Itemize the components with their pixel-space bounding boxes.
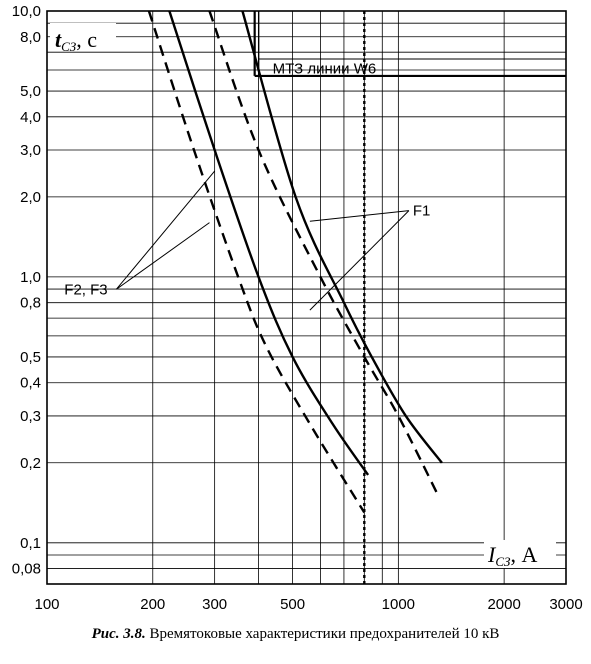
caption-number: Рис. 3.8. — [91, 626, 146, 642]
y-tick-label: 1,0 — [20, 269, 41, 286]
curves — [147, 10, 443, 584]
caption-text: Времятоковые характеристики предохраните… — [145, 626, 500, 642]
x-tick-label: 1000 — [382, 596, 415, 613]
series-solid-curve-3 — [241, 10, 443, 464]
x-tick-label: 3000 — [549, 596, 582, 613]
y-tick-label: 4,0 — [20, 109, 41, 126]
series-dashed-curve-4 — [208, 10, 440, 497]
x-tick-label: 200 — [140, 596, 165, 613]
annotation-leader — [115, 170, 216, 290]
series-dashed-curve-2 — [147, 10, 366, 514]
y-tick-label: 0,2 — [20, 455, 41, 472]
annotation-leader — [309, 210, 410, 311]
x-tick-labels: 100 200 300 500 1000 2000 3000 — [34, 596, 582, 613]
y-tick-labels: 10,0 8,0 5,0 4,0 3,0 2,0 1,0 0,8 0,5 0,4 0,3 0,2 0,1… — [12, 3, 41, 578]
annotation-leader — [309, 210, 409, 222]
y-tick-label: 3,0 — [20, 142, 41, 159]
y-tick-label: 5,0 — [20, 83, 41, 100]
y-tick-label: 0,3 — [20, 408, 41, 425]
x-tick-label: 300 — [202, 596, 227, 613]
y-tick-label: 8,0 — [20, 29, 41, 46]
y-tick-label: 0,08 — [12, 561, 41, 578]
plot-frame — [46, 10, 567, 585]
y-tick-label: 0,8 — [20, 295, 41, 312]
x-tick-label: 2000 — [487, 596, 520, 613]
y-axis-title: tСЗ, с — [55, 27, 97, 54]
series-solid-curve-1 — [168, 10, 370, 476]
annotations: F1 F2, F3 — [64, 170, 431, 311]
axis-titles: tСЗ, с IСЗ, А — [50, 23, 556, 569]
y-tick-label: 2,0 — [20, 189, 41, 206]
y-tick-label: 0,4 — [20, 375, 41, 392]
y-tick-label: 10,0 — [12, 3, 41, 20]
mtz-label: МТЗ линии W6 — [273, 60, 377, 77]
annotation-leader — [116, 222, 210, 290]
y-title-bg — [50, 23, 116, 51]
annotation-label: F1 — [413, 203, 431, 220]
x-tick-label: 500 — [280, 596, 305, 613]
x-axis-title: IСЗ, А — [487, 542, 537, 569]
y-tick-label: 0,1 — [20, 535, 41, 552]
figure-caption: Рис. 3.8. Времятоковые характеристики пр… — [0, 626, 591, 643]
y-tick-label: 0,5 — [20, 349, 41, 366]
mtz-box: МТЗ линии W6 — [253, 11, 566, 77]
grid — [46, 10, 567, 585]
annotation-label: F2, F3 — [64, 281, 107, 298]
x-title-bg — [484, 540, 556, 568]
x-tick-label: 100 — [34, 596, 59, 613]
